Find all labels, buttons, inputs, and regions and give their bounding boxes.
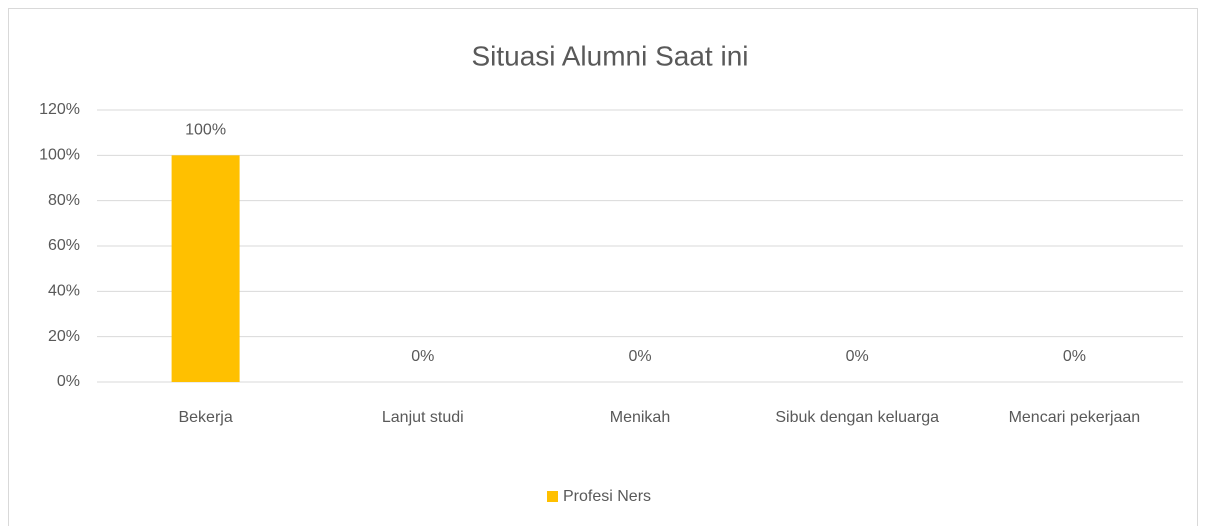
y-tick-label: 0%	[57, 373, 80, 390]
legend-label: Profesi Ners	[563, 488, 651, 505]
y-tick-label: 60%	[48, 237, 80, 254]
y-tick-label: 20%	[48, 328, 80, 345]
x-tick-label: Mencari pekerjaan	[1008, 409, 1141, 426]
chart-title: Situasi Alumni Saat ini	[471, 40, 748, 71]
data-label: 0%	[411, 348, 434, 365]
legend-swatch	[547, 491, 558, 502]
data-label: 0%	[628, 348, 651, 365]
data-label: 100%	[185, 122, 226, 139]
x-tick-label: Menikah	[609, 409, 671, 426]
y-tick-label: 80%	[48, 192, 80, 209]
x-tick-label: Lanjut studi	[381, 409, 464, 426]
y-tick-label: 120%	[39, 101, 80, 118]
x-tick-label: Bekerja	[178, 409, 233, 426]
y-tick-label: 100%	[39, 147, 80, 164]
data-label: 0%	[1063, 348, 1086, 365]
x-tick-label: Sibuk dengan keluarga	[775, 409, 940, 426]
bar	[171, 155, 240, 382]
data-label: 0%	[846, 348, 869, 365]
y-tick-label: 40%	[48, 283, 80, 300]
